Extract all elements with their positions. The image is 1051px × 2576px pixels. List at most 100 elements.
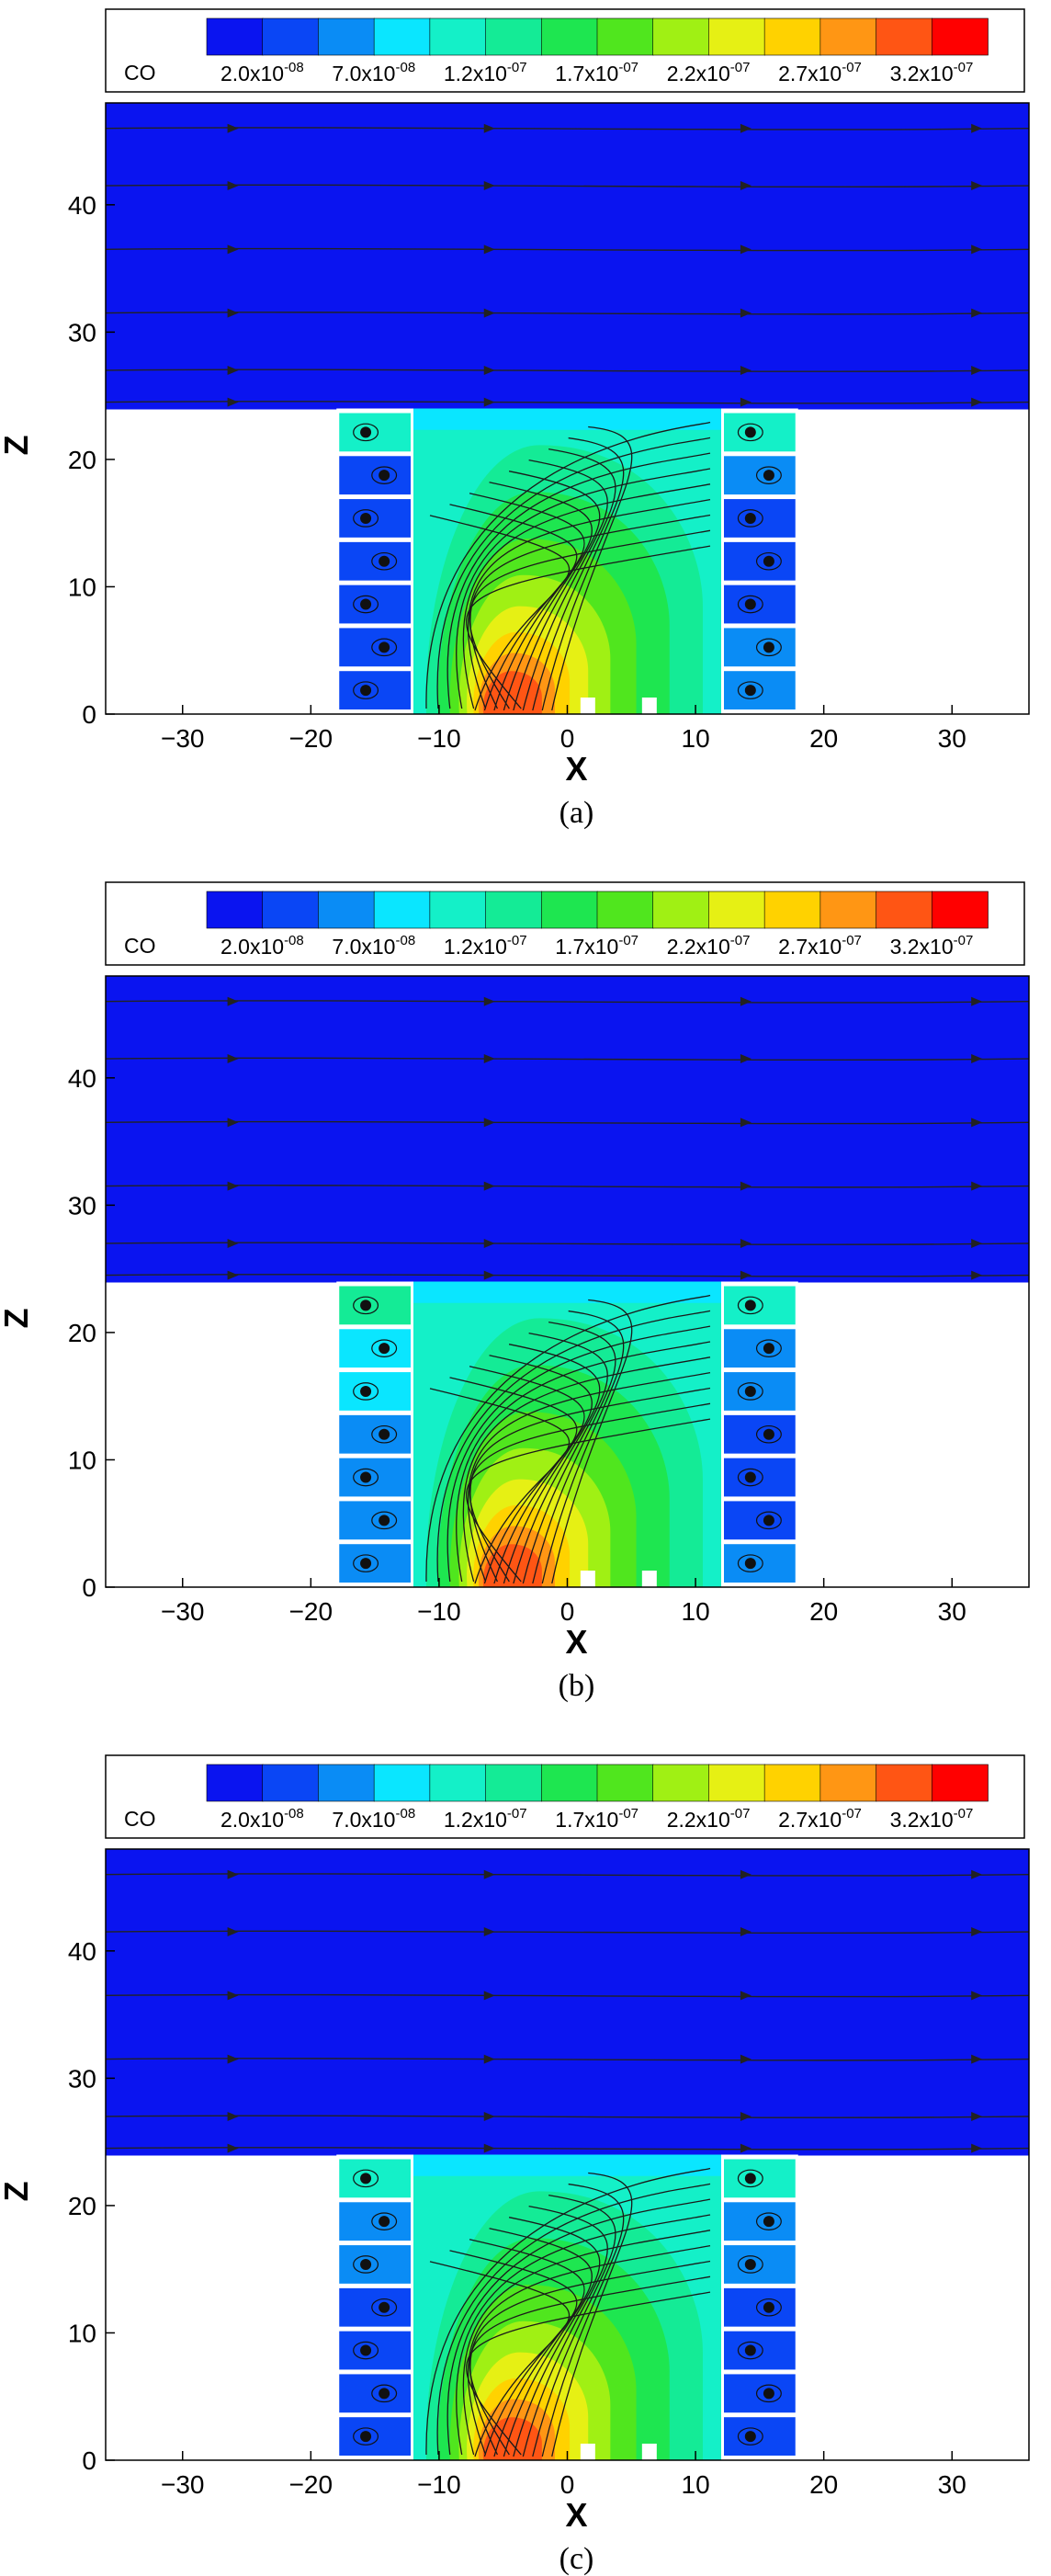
x-tick-label: 10 xyxy=(682,1597,710,1626)
streamline-arrow xyxy=(483,1270,495,1280)
canyon-streamlines xyxy=(425,421,711,711)
y-tick-label: 40 xyxy=(68,1064,96,1093)
streamline xyxy=(456,2214,711,2457)
contour-band xyxy=(482,2417,542,2460)
vehicle-block xyxy=(641,1571,657,1587)
streamline-arrow xyxy=(740,2143,752,2153)
building-floor-cell xyxy=(339,2202,411,2241)
colorbar-swatch xyxy=(318,1764,375,1802)
vortex-core xyxy=(360,685,372,697)
vortex-core xyxy=(379,1343,390,1355)
streamline xyxy=(469,448,711,711)
x-tick-label: −30 xyxy=(161,1597,205,1626)
colorbar-swatch xyxy=(931,1764,989,1802)
y-axis-title: Z xyxy=(0,1309,35,1329)
colorbar-swatch xyxy=(596,1764,654,1802)
building-floor-cell xyxy=(339,413,411,452)
colorbar-swatch xyxy=(373,891,431,929)
canyon-field xyxy=(413,408,721,714)
vortex-core xyxy=(763,555,774,567)
streamline xyxy=(446,2198,711,2457)
vortex-streamline xyxy=(353,2341,379,2360)
vortex-core xyxy=(360,598,372,610)
streamline-arrow xyxy=(740,1238,752,1248)
x-axis-title: X xyxy=(565,1623,587,1661)
streamline-arrow xyxy=(227,123,239,133)
building-floor-cell xyxy=(724,1414,796,1454)
x-tick-label: 30 xyxy=(938,2470,966,2499)
colorbar-legend: CO 2.0x10-08 7.0x10-08 1.2x10-07 1.7x10-07 2.… xyxy=(105,8,1025,93)
vehicle-block xyxy=(580,1571,595,1587)
colorbar-tick-label: 2.2x10-07 xyxy=(667,60,751,85)
colorbar-swatch xyxy=(876,1764,933,1802)
streamline-arrow xyxy=(971,308,983,318)
colorbar-variable-label: CO xyxy=(124,934,156,958)
colorbar-swatch xyxy=(763,891,821,929)
canyon-streamlines xyxy=(425,1294,711,1584)
panel-label: (b) xyxy=(559,1669,595,1703)
colorbar-swatch xyxy=(262,1764,320,1802)
above-roof-region xyxy=(106,1849,1029,2156)
streamline-arrow xyxy=(740,1869,752,1879)
building-floor-cell xyxy=(339,671,411,709)
freestream-streamlines xyxy=(106,996,1029,1280)
streamline-arrow xyxy=(227,1927,239,1937)
vortex-core xyxy=(763,470,774,482)
building-floor-cell xyxy=(724,499,796,538)
streamline-arrow xyxy=(483,397,495,407)
streamline-arrow xyxy=(971,1991,983,2001)
colorbar-swatch xyxy=(763,17,821,56)
building-floor-cell xyxy=(339,1544,411,1583)
streamline-arrow xyxy=(227,397,239,407)
colorbar-swatch xyxy=(429,17,487,56)
streamline-arrow xyxy=(227,2111,239,2121)
building-floor-cell xyxy=(339,584,411,624)
vortex-streamline xyxy=(737,1554,763,1572)
building-floor-cell xyxy=(339,1458,411,1497)
building-floor-cell xyxy=(339,1329,411,1368)
vortex-core xyxy=(360,1299,372,1311)
colorbar-swatch xyxy=(819,891,877,929)
vortex-streamline xyxy=(353,595,379,614)
building-left xyxy=(336,1281,413,1587)
vortex-streamline xyxy=(737,2341,763,2360)
vortex-streamline xyxy=(755,466,782,484)
building-floor-cell xyxy=(724,541,796,581)
vehicle-block xyxy=(641,698,657,714)
vortex-core xyxy=(744,426,756,438)
vortex-core xyxy=(763,2301,774,2313)
colorbar-swatch xyxy=(373,17,431,56)
streamline-arrow xyxy=(483,1927,495,1937)
y-tick-label: 20 xyxy=(68,2192,96,2220)
x-tick-label: 20 xyxy=(809,2470,838,2499)
x-tick-label: −30 xyxy=(161,2470,205,2499)
y-tick-label: 10 xyxy=(68,2319,96,2347)
y-tick-label: 0 xyxy=(82,1573,96,1602)
building-floor-cell xyxy=(724,456,796,495)
x-tick-label: 0 xyxy=(560,724,575,753)
building-floor-cell xyxy=(724,2202,796,2241)
colorbar-swatch xyxy=(318,17,375,56)
streamline-arrow xyxy=(740,244,752,255)
y-tick-label: 20 xyxy=(68,1319,96,1347)
building-left xyxy=(336,408,413,714)
building-floor-cell xyxy=(724,1286,796,1325)
y-tick-label: 20 xyxy=(68,446,96,474)
above-roof-region xyxy=(106,103,1029,410)
vortex-core xyxy=(744,1471,756,1483)
streamline xyxy=(466,426,711,711)
vortex-core xyxy=(744,598,756,610)
colorbar-legend: CO 2.0x10-08 7.0x10-08 1.2x10-07 1.7x10-07 2.… xyxy=(105,881,1025,966)
vortex-streamline xyxy=(353,1382,379,1401)
vortex-streamline xyxy=(737,509,763,528)
streamline-arrow xyxy=(971,1238,983,1248)
colorbar-swatch xyxy=(652,1764,710,1802)
streamline-arrow xyxy=(971,181,983,191)
streamline-arrow xyxy=(971,2054,983,2064)
y-tick-label: 30 xyxy=(68,1191,96,1220)
vortex-core xyxy=(744,2173,756,2184)
streamline-arrow xyxy=(740,1054,752,1064)
vortex-streamline xyxy=(737,2255,763,2274)
vortex-core xyxy=(360,426,372,438)
